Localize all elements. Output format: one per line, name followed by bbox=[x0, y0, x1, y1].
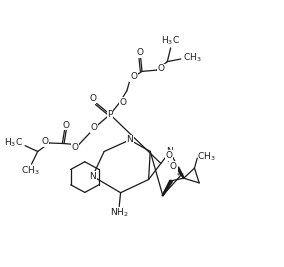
Text: CH$_3$: CH$_3$ bbox=[21, 164, 39, 177]
Polygon shape bbox=[177, 167, 184, 178]
Text: O: O bbox=[137, 48, 144, 57]
Polygon shape bbox=[162, 180, 172, 195]
Text: O: O bbox=[42, 137, 49, 146]
Text: **: ** bbox=[177, 172, 184, 181]
Text: CH$_3$: CH$_3$ bbox=[183, 52, 202, 64]
Text: O: O bbox=[90, 94, 97, 103]
Text: H$_3$C: H$_3$C bbox=[4, 136, 23, 149]
Text: O: O bbox=[130, 72, 137, 81]
Text: O: O bbox=[157, 64, 164, 73]
Text: CH$_3$: CH$_3$ bbox=[197, 151, 216, 163]
Text: H$_3$C: H$_3$C bbox=[161, 34, 179, 47]
Text: N: N bbox=[126, 135, 133, 144]
Text: N: N bbox=[89, 172, 96, 181]
Text: P: P bbox=[107, 110, 113, 119]
Text: O: O bbox=[165, 151, 172, 160]
Text: NH$_2$: NH$_2$ bbox=[110, 206, 128, 218]
Text: O: O bbox=[170, 162, 177, 171]
Text: O: O bbox=[63, 120, 70, 129]
Text: O: O bbox=[72, 143, 79, 152]
Text: N: N bbox=[167, 147, 173, 156]
Text: O: O bbox=[91, 123, 98, 132]
Text: O: O bbox=[120, 97, 127, 107]
